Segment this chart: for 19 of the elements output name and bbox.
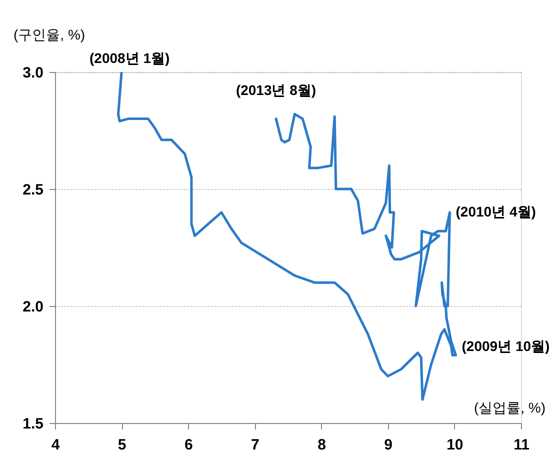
annotation: (2009년 10월) — [462, 338, 550, 354]
x-axis-title: (실업률, %) — [474, 400, 546, 416]
y-tick-label: 2.0 — [22, 298, 44, 316]
line-series — [116, 72, 458, 401]
x-tick-label: 7 — [251, 436, 260, 454]
x-tick-label: 5 — [118, 436, 126, 454]
annotation: (2010년 4월) — [456, 203, 536, 220]
annotation: (2008년 1월) — [89, 50, 170, 66]
y-tick-label: 2.5 — [22, 182, 44, 198]
annotation: (2013년 8월) — [236, 82, 316, 98]
y-tick-label: 3.0 — [22, 64, 44, 82]
x-tick-label: 10 — [446, 436, 464, 454]
x-tick-label: 9 — [384, 436, 393, 454]
x-tick-label: 11 — [514, 436, 530, 454]
x-tick-label: 8 — [318, 436, 326, 454]
y-axis-title: (구인율, %) — [14, 26, 86, 42]
y-tick-label: 1.5 — [22, 416, 44, 432]
x-tick-label: 6 — [184, 436, 193, 454]
x-tick-label: 4 — [51, 436, 60, 454]
